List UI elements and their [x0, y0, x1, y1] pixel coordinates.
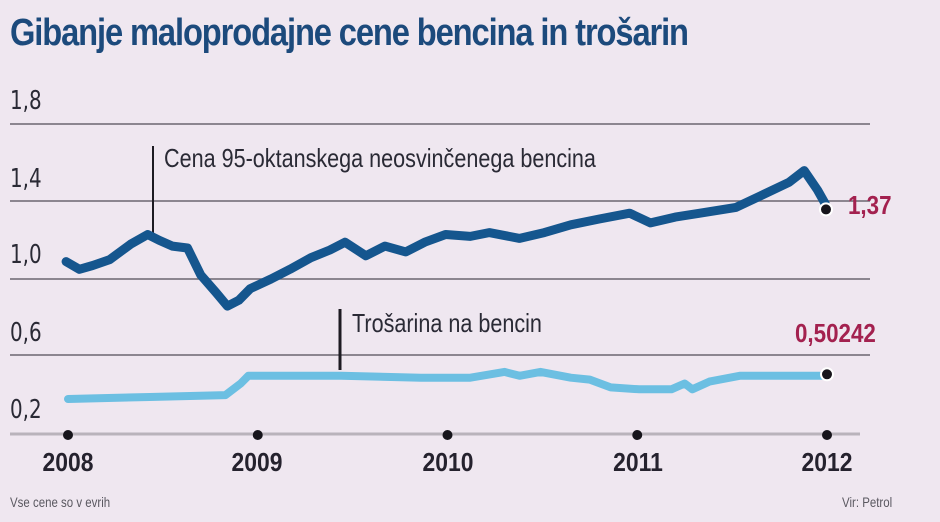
x-tick-dot: [63, 430, 73, 440]
x-tick-dot: [442, 430, 453, 440]
x-tick-label: 2009: [231, 447, 283, 477]
excise-end-value: 0,50242: [795, 318, 876, 348]
y-tick-label: 0,6: [10, 318, 42, 348]
chart-title: Gibanje maloprodajne cene bencina in tro…: [10, 12, 689, 54]
price-end-marker: [819, 202, 833, 217]
excise-end-marker: [820, 367, 834, 382]
x-tick-dot: [252, 430, 263, 440]
x-tick-label: 2010: [422, 447, 474, 477]
y-tick-label: 1,8: [10, 86, 42, 116]
y-tick-label: 1,0: [10, 240, 42, 270]
x-tick-dot: [822, 430, 832, 440]
x-tick-label: 2012: [801, 447, 853, 477]
markers: [63, 202, 834, 440]
excise-series-label: Trošarina na bencin: [352, 308, 542, 338]
source-credit: Vir: Petrol: [842, 494, 893, 510]
x-tick-label: 2011: [613, 447, 663, 477]
y-tick-label: 0,2: [10, 395, 42, 425]
price-series-line: [61, 166, 830, 311]
x-tick-label: 2008: [42, 447, 94, 477]
price-end-value: 1,37: [848, 190, 892, 220]
footnote-currency: Vse cene so v evrih: [10, 494, 111, 510]
excise-series-line: [64, 367, 831, 403]
annotation-leader-lines: [152, 146, 342, 370]
y-tick-label: 1,4: [10, 164, 42, 194]
price-series-label: Cena 95-oktanskega neosvinčenega bencina: [164, 143, 596, 173]
x-tick-dot: [632, 430, 643, 440]
